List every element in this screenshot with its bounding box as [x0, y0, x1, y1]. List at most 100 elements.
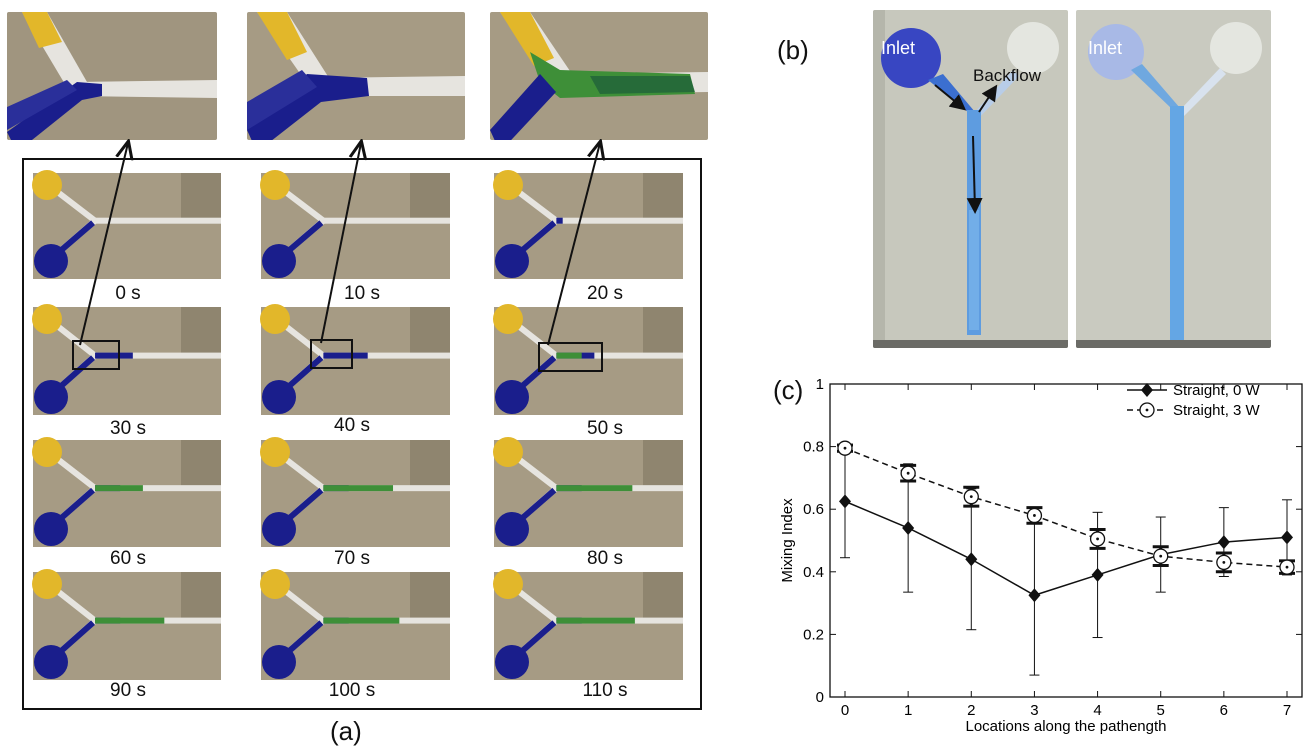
- thumb-blue-arm: [49, 487, 96, 530]
- thumb-shadow: [181, 572, 221, 621]
- x-tick-label: 2: [967, 702, 975, 719]
- thumb-blue-front: [556, 217, 563, 224]
- x-tick-label: 0: [841, 702, 849, 719]
- y-tick-label: 1: [816, 376, 824, 393]
- thumb-shadow: [181, 440, 221, 489]
- thumb-green-front: [556, 485, 633, 492]
- timelapse-thumb: [260, 170, 450, 279]
- timelapse-thumb: [493, 437, 683, 547]
- thumb-blue-arm: [510, 620, 557, 663]
- thumb-shadow: [181, 307, 221, 356]
- thumb-main-channel: [556, 217, 683, 224]
- thumb-shadow: [410, 572, 450, 621]
- x-axis-label: Locations along the pathength: [966, 718, 1167, 735]
- y-axis-label: Mixing Index: [779, 498, 796, 583]
- thumb-yellow-inlet: [260, 437, 290, 467]
- timelapse-thumb: [32, 170, 221, 279]
- x-tick-label: 6: [1220, 702, 1228, 719]
- thumb-yellow-inlet: [32, 569, 62, 599]
- data-point-center: [906, 471, 910, 475]
- zoom-arrow-3: [547, 143, 600, 346]
- thumb-green-front: [95, 485, 143, 492]
- time-label-30: 30 s: [110, 418, 146, 439]
- thumb-shadow: [643, 440, 683, 489]
- data-point-center: [1033, 514, 1036, 517]
- data-point-center: [843, 446, 847, 450]
- device-photo-right-image: [1076, 10, 1271, 348]
- zoom-photo-1: [7, 12, 217, 140]
- zoom-photo-3-image: [490, 12, 708, 140]
- zoom-photo-2-image: [247, 12, 465, 140]
- time-label-10: 10 s: [344, 283, 380, 304]
- inlet-label-left: Inlet: [881, 38, 916, 58]
- flow-arrow-inlet: [934, 84, 967, 111]
- thumb-blue-arm: [277, 355, 324, 398]
- data-point-diamond: [1091, 567, 1104, 582]
- thumb-yellow-inlet: [32, 437, 62, 467]
- thumb-blue-arm: [49, 620, 96, 663]
- y-tick-label: 0.8: [803, 439, 824, 456]
- time-label-70: 70 s: [334, 548, 370, 569]
- thumb-shadow: [181, 173, 221, 221]
- device-photo-left-image: [873, 10, 1068, 348]
- thumb-blue-front: [95, 352, 133, 359]
- thumb-green-front: [323, 485, 394, 492]
- thumb-blue-arm: [277, 620, 324, 663]
- legend-label: Straight, 0 W: [1173, 382, 1261, 399]
- zoom-arrow-1: [79, 143, 128, 346]
- time-label-90: 90 s: [110, 680, 146, 701]
- legend-marker-diamond: [1141, 383, 1153, 397]
- thumb-yellow-inlet: [260, 170, 290, 200]
- timelapse-thumb: [32, 437, 221, 547]
- zoom-photo-2: [247, 12, 465, 140]
- time-label-40: 40 s: [334, 415, 370, 436]
- backflow-label: Backflow: [973, 66, 1042, 85]
- zoom-box-40s: [310, 339, 353, 369]
- x-tick-label: 4: [1093, 702, 1101, 719]
- data-point-center: [1159, 554, 1163, 558]
- timelapse-thumb: [493, 569, 683, 680]
- thumb-blue-arm: [49, 220, 96, 262]
- thumb-main-channel: [95, 352, 221, 359]
- thumb-yellow-inlet: [493, 170, 523, 200]
- data-point-center: [1096, 537, 1099, 541]
- y-tick-label: 0.2: [803, 626, 824, 643]
- thumb-main-channel: [95, 217, 221, 224]
- data-point-diamond: [1281, 530, 1293, 545]
- thumb-blue-arm: [510, 355, 557, 398]
- panel-label-a: (a): [330, 716, 362, 746]
- time-label-100: 100 s: [328, 680, 376, 701]
- data-point-center: [1222, 561, 1226, 564]
- zoom-box-50s: [538, 342, 603, 372]
- thumb-yellow-inlet: [493, 569, 523, 599]
- time-label-80: 80 s: [587, 548, 623, 569]
- x-tick-label: 5: [1157, 702, 1165, 719]
- thumb-yellow-inlet: [493, 304, 523, 334]
- data-point-diamond: [902, 520, 915, 535]
- thumb-shadow: [643, 307, 683, 356]
- flow-arrow-backflow: [978, 84, 998, 113]
- thumb-main-channel: [95, 485, 221, 492]
- thumb-blue-arm: [277, 487, 324, 530]
- time-label-0: 0 s: [115, 283, 141, 304]
- data-point-center: [1285, 565, 1289, 569]
- thumb-blue-front: [323, 352, 368, 359]
- data-point-diamond: [965, 552, 978, 567]
- data-point-diamond: [1217, 535, 1230, 550]
- thumb-blue-arm: [510, 220, 557, 262]
- data-point-diamond: [1028, 588, 1041, 603]
- thumb-blue-arm: [49, 355, 96, 398]
- timelapse-thumb: [260, 569, 450, 680]
- thumb-blue-arm: [277, 220, 324, 262]
- zoom-photo-3: [490, 12, 708, 140]
- thumb-main-channel: [556, 352, 683, 359]
- timelapse-thumb: [32, 569, 221, 680]
- x-tick-label: 1: [904, 702, 912, 719]
- series-line: [844, 500, 1288, 597]
- thumb-shadow: [643, 173, 683, 221]
- y-tick-label: 0.4: [803, 564, 824, 581]
- x-tick-label: 7: [1283, 702, 1291, 719]
- timelapse-thumb: [493, 304, 683, 415]
- data-point-center: [969, 495, 973, 499]
